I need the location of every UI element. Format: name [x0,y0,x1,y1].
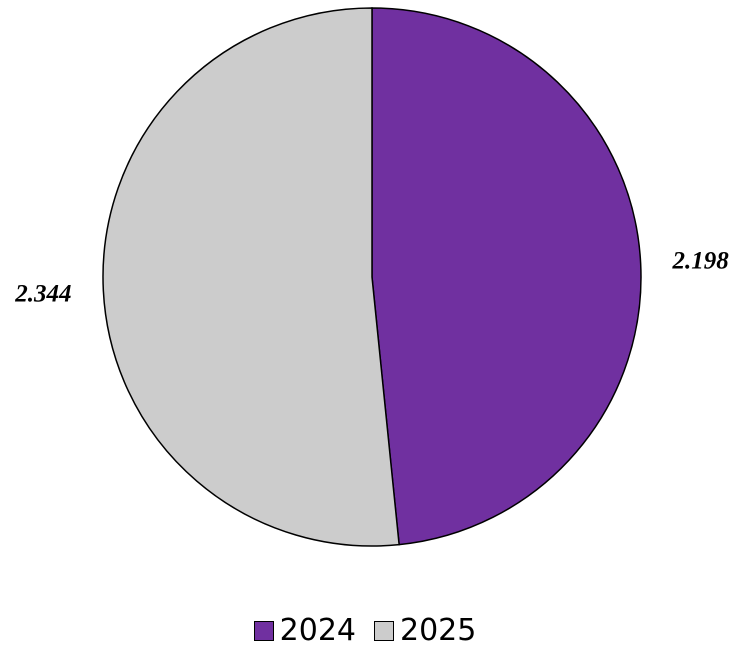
legend-item-2024: 2024 [253,613,356,648]
legend-label-2025: 2025 [400,613,477,648]
legend-swatch-2024 [253,621,274,641]
legend-label-2024: 2024 [279,613,356,648]
legend-swatch-2025 [374,621,394,641]
data-label-2024: 2.198 [671,247,729,274]
pie-slice-2025 [102,7,400,547]
pie-data-labels: 2.198 2.344 [14,247,729,307]
legend: 2024 2025 [0,616,730,646]
pie-slices [102,7,642,547]
pie-slice-2024 [371,7,642,546]
data-label-2025: 2.344 [14,281,71,308]
legend-item-2025: 2025 [374,616,476,646]
